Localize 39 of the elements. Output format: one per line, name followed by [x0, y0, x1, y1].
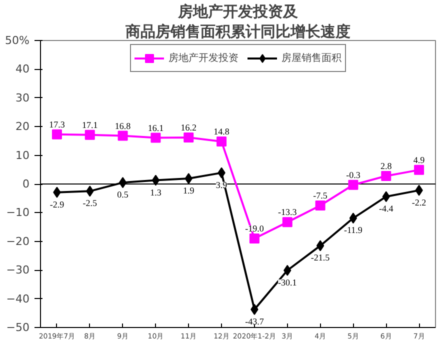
data-label: -2.9 [50, 199, 65, 210]
data-label: 1.3 [150, 187, 162, 198]
y-tick-label: 0 [22, 178, 30, 190]
data-label: 14.8 [214, 126, 230, 137]
y-tick-label: 50% [5, 34, 30, 47]
legend-label: 房屋销售面积 [282, 52, 342, 65]
data-label: 16.1 [148, 122, 164, 133]
data-label: 4.9 [413, 154, 426, 165]
chart-title: 房地产开发投资及 [177, 2, 299, 20]
y-tick-label: 20 [16, 120, 30, 134]
data-label: -13.3 [278, 207, 298, 218]
data-label: -21.5 [310, 252, 330, 263]
data-label: -7.5 [313, 190, 328, 201]
data-label: 0.5 [117, 190, 129, 200]
data-label: -0.3 [346, 170, 361, 180]
data-label: -30.1 [278, 277, 297, 288]
data-label: 2.8 [380, 160, 392, 171]
data-label: -2.5 [82, 198, 98, 208]
data-label: -11.9 [344, 225, 363, 236]
data-label: 16.8 [114, 120, 132, 131]
y-tick-label: 40 [16, 62, 30, 76]
data-label: -2.2 [412, 197, 426, 208]
legend-label: 房地产开发投资 [168, 52, 238, 65]
data-label: -19.0 [245, 224, 264, 234]
data-label: 3.9 [216, 180, 228, 190]
data-label: 17.3 [49, 119, 66, 130]
data-label: 17.1 [82, 120, 98, 130]
y-tick-label: 10 [16, 148, 30, 162]
y-tick-label: −20 [6, 234, 30, 248]
y-tick-label: −10 [6, 206, 30, 220]
data-label: 16.2 [180, 122, 196, 133]
data-label: -43.7 [245, 316, 264, 326]
data-label: -4.4 [379, 204, 394, 214]
chart-subtitle: 商品房销售面积累计同比增长速度 [124, 22, 350, 40]
y-tick-label: −30 [6, 264, 30, 277]
data-label: 1.9 [183, 186, 195, 196]
y-tick-label: −40 [6, 292, 30, 306]
y-tick-label: 30 [16, 91, 30, 104]
y-tick-label: −50 [6, 321, 30, 334]
